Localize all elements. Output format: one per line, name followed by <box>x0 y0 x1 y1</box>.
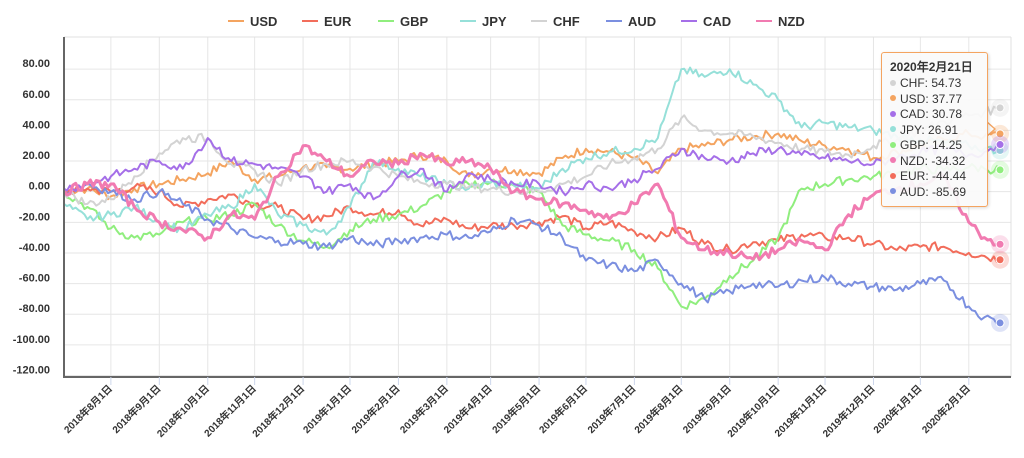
x-tick-label: 2018年9月1日 <box>109 382 163 436</box>
y-tick-label: -80.00 <box>19 303 50 315</box>
tooltip-row-label: CAD: 30.78 <box>900 107 963 121</box>
legend-label: JPY <box>482 14 507 29</box>
tooltip-row-label: USD: 37.77 <box>900 91 963 106</box>
hover-point-gbp[interactable] <box>995 165 1005 175</box>
grid <box>64 37 1011 377</box>
tooltip-row: JPY: 26.91 <box>890 123 979 139</box>
x-tick-label: 2019年6月1日 <box>536 382 590 436</box>
x-tick-label: 2019年1月1日 <box>300 382 354 436</box>
series-dot-icon <box>890 141 896 148</box>
legend-item-chf[interactable]: CHF <box>531 14 580 29</box>
legend-item-jpy[interactable]: JPY <box>460 14 507 29</box>
legend-label: EUR <box>324 14 352 29</box>
legend-label: CHF <box>553 14 580 29</box>
legend-item-usd[interactable]: USD <box>228 14 277 29</box>
x-tick-label: 2020年1月1日 <box>870 382 924 436</box>
tooltip-row: CHF: 54.73 <box>890 76 979 92</box>
hover-point-usd[interactable] <box>995 129 1005 139</box>
legend-item-cad[interactable]: CAD <box>681 14 731 29</box>
tooltip-row: AUD: -85.69 <box>890 185 979 201</box>
hover-point-cad[interactable] <box>995 140 1005 150</box>
series-line-usd <box>63 129 1001 201</box>
series-line-aud <box>63 183 1001 326</box>
tooltip-row-label: NZD: -34.32 <box>900 153 966 168</box>
legend-label: NZD <box>778 14 805 29</box>
hover-point-nzd[interactable] <box>995 239 1005 249</box>
legend-label: CAD <box>703 14 731 29</box>
series-dot-icon <box>890 172 896 179</box>
tooltip-row-label: EUR: -44.44 <box>900 169 967 183</box>
tooltip-row: USD: 37.77 <box>890 92 979 108</box>
y-tick-label: -60.00 <box>19 273 50 285</box>
x-axis-ticks: 2018年8月1日2018年9月1日2018年10月1日2018年11月1日20… <box>61 377 973 440</box>
tooltip-row: EUR: -44.44 <box>890 169 979 185</box>
tooltip-title: 2020年2月21日 <box>890 60 973 74</box>
hover-point-aud[interactable] <box>995 318 1005 328</box>
legend-label: GBP <box>400 14 429 29</box>
tooltip-row: NZD: -34.32 <box>890 154 979 170</box>
series-line-eur <box>63 182 1001 263</box>
x-tick-label: 2019年9月1日 <box>680 382 734 436</box>
hover-markers <box>991 98 1010 332</box>
y-tick-label: 80.00 <box>22 58 50 70</box>
y-axis-ticks: 80.00 60.00 40.00 20.00 0.00 -20.00 -40.00 -60.… <box>13 58 50 376</box>
axes <box>63 36 1012 378</box>
tooltip-arrow-inner <box>986 122 994 136</box>
series-dot-icon <box>890 79 896 86</box>
y-tick-label: -100.00 <box>13 334 50 346</box>
x-tick-label: 2020年2月1日 <box>919 382 973 436</box>
legend-label: AUD <box>628 14 656 29</box>
series-dot-icon <box>890 188 896 195</box>
series-dot-icon <box>890 110 896 117</box>
y-tick-label: -120.00 <box>13 364 50 376</box>
series-line-gbp <box>63 163 1001 310</box>
legend: USD EUR GBP JPY CHF AUD CAD NZD <box>228 14 805 29</box>
tooltip-row-label: JPY: 26.91 <box>900 122 959 137</box>
series-lines <box>62 66 1001 326</box>
legend-label: USD <box>250 14 277 29</box>
tooltip-row: CAD: 30.78 <box>890 107 979 123</box>
series-line-jpy <box>63 66 1001 236</box>
x-tick-label: 2018年8月1日 <box>61 382 115 436</box>
y-tick-label: -40.00 <box>19 242 50 254</box>
legend-item-nzd[interactable]: NZD <box>756 14 805 29</box>
tooltip: 2020年2月21日 CHF: 54.73 USD: 37.77 CAD: 30.7… <box>881 52 988 207</box>
tooltip-row-label: CHF: 54.73 <box>900 76 962 90</box>
hover-point-chf[interactable] <box>995 103 1005 113</box>
legend-item-aud[interactable]: AUD <box>606 14 656 29</box>
x-tick-label: 2019年8月1日 <box>631 382 685 436</box>
series-line-chf <box>63 105 1001 207</box>
y-tick-label: -20.00 <box>19 211 50 223</box>
series-dot-icon <box>890 157 896 164</box>
tooltip-row: GBP: 14.25 <box>890 138 979 154</box>
x-tick-label: 2019年5月1日 <box>489 382 543 436</box>
tooltip-row-label: AUD: -85.69 <box>900 184 967 199</box>
series-dot-icon <box>890 126 896 133</box>
tooltip-row-label: GBP: 14.25 <box>900 138 963 152</box>
legend-item-gbp[interactable]: GBP <box>378 14 429 29</box>
legend-item-eur[interactable]: EUR <box>302 14 352 29</box>
y-tick-label: 60.00 <box>22 89 50 101</box>
x-tick-label: 2019年7月1日 <box>585 382 639 436</box>
y-tick-label: 40.00 <box>22 119 50 131</box>
x-tick-label: 2019年2月1日 <box>349 382 403 436</box>
series-dot-icon <box>890 95 896 102</box>
y-tick-label: 0.00 <box>29 181 50 193</box>
hover-point-eur[interactable] <box>995 255 1005 265</box>
series-line-cad <box>63 137 1001 201</box>
y-tick-label: 20.00 <box>22 150 50 162</box>
series-line-nzd <box>62 144 1001 262</box>
